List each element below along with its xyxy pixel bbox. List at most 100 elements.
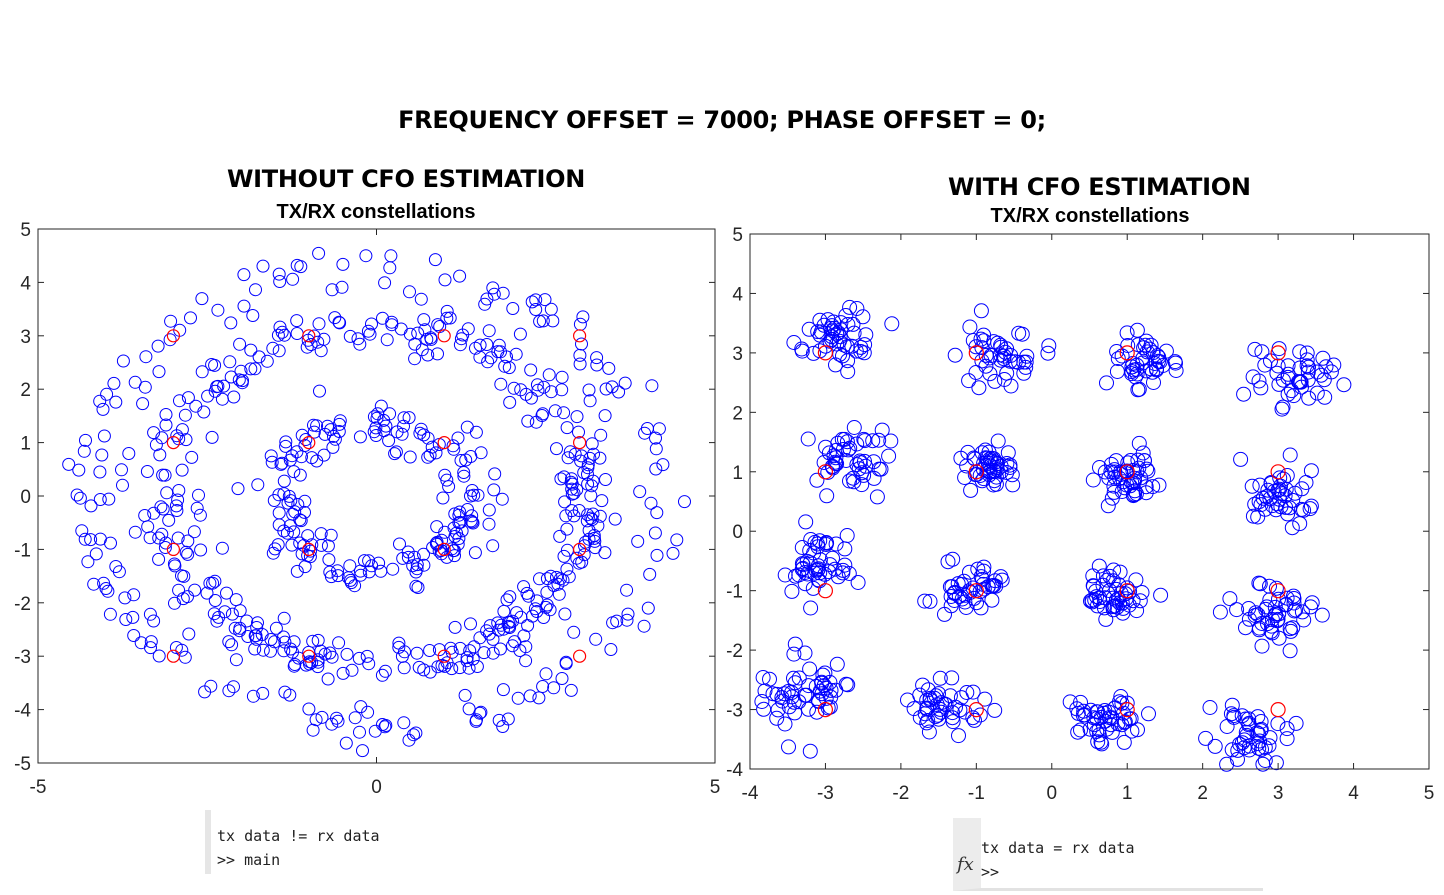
rx-point xyxy=(585,479,599,493)
rx-point xyxy=(492,338,506,352)
rx-point xyxy=(1250,709,1266,725)
console-prompt[interactable]: >> xyxy=(981,863,1000,881)
rx-point xyxy=(770,702,786,718)
rx-point xyxy=(755,670,771,685)
x-tick-label: -3 xyxy=(817,783,834,800)
rx-point xyxy=(919,715,935,731)
rx-point xyxy=(1264,612,1280,627)
tx-point xyxy=(572,542,587,557)
rx-point xyxy=(241,630,255,643)
rx-point xyxy=(406,559,420,573)
rx-point xyxy=(1279,721,1295,737)
rx-point xyxy=(418,323,432,337)
tx-point xyxy=(968,345,984,361)
rx-point xyxy=(127,588,141,602)
rx-point xyxy=(480,292,494,306)
rx-point xyxy=(317,448,331,462)
rx-point xyxy=(794,540,810,555)
rx-point xyxy=(678,495,691,509)
rx-point xyxy=(182,627,196,641)
rx-point xyxy=(1257,753,1273,768)
rx-point xyxy=(170,504,184,517)
rx-point xyxy=(397,419,410,433)
rx-point xyxy=(233,604,247,618)
rx-point xyxy=(237,299,251,313)
rx-point xyxy=(424,332,438,346)
rx-point xyxy=(1112,564,1128,580)
rx-point xyxy=(576,310,590,324)
rx-point xyxy=(72,463,86,477)
rx-point xyxy=(374,399,388,413)
rx-point xyxy=(169,499,183,513)
rx-point xyxy=(1251,494,1267,510)
rx-point xyxy=(260,354,274,368)
rx-point xyxy=(828,450,844,466)
rx-point xyxy=(155,431,169,445)
rx-point xyxy=(278,328,291,342)
rx-point xyxy=(802,543,818,558)
rx-point xyxy=(229,653,243,667)
rx-point xyxy=(1244,478,1260,494)
rx-point xyxy=(568,447,582,461)
rx-point xyxy=(469,341,482,355)
rx-point xyxy=(1167,354,1183,370)
rx-point xyxy=(1096,600,1112,616)
rx-point xyxy=(379,719,393,732)
rx-point xyxy=(883,433,899,449)
y-tick-label: 4 xyxy=(732,284,743,305)
rx-point xyxy=(791,694,807,710)
rx-point xyxy=(147,614,161,628)
rx-point xyxy=(574,454,588,468)
rx-point xyxy=(464,617,477,631)
rx-point xyxy=(1130,382,1146,398)
rx-point xyxy=(965,710,981,726)
rx-point xyxy=(452,516,466,530)
rx-point xyxy=(234,364,248,378)
rx-point xyxy=(817,665,833,681)
rx-point xyxy=(506,302,520,315)
rx-point xyxy=(931,686,946,702)
rx-point xyxy=(410,646,424,660)
rx-point xyxy=(168,596,181,610)
rx-point xyxy=(812,565,828,581)
rx-point xyxy=(552,587,566,601)
rx-point xyxy=(874,422,890,438)
fx-icon[interactable]: fx xyxy=(957,854,974,875)
rx-point xyxy=(1263,353,1278,369)
rx-point xyxy=(1257,357,1273,373)
rx-point xyxy=(984,592,1000,608)
rx-point xyxy=(1119,325,1135,341)
rx-point xyxy=(1230,742,1246,758)
rx-point xyxy=(302,702,316,716)
rx-point xyxy=(845,470,861,486)
rx-point xyxy=(453,505,467,519)
rx-point xyxy=(595,494,609,508)
tx-point xyxy=(817,464,834,480)
rx-point xyxy=(345,663,359,677)
rx-point xyxy=(801,678,817,694)
rx-point xyxy=(143,607,157,621)
rx-point xyxy=(567,625,581,639)
rx-point xyxy=(1245,508,1261,524)
rx-point xyxy=(1287,485,1303,501)
rx-point xyxy=(317,332,331,346)
rx-point xyxy=(228,621,242,635)
rx-point xyxy=(825,550,840,566)
rx-point xyxy=(151,339,165,353)
rx-point xyxy=(803,600,819,616)
rx-point xyxy=(411,326,425,340)
rx-point xyxy=(606,616,620,630)
rx-point xyxy=(589,632,603,646)
rx-point xyxy=(849,301,865,316)
rx-point xyxy=(1275,399,1291,415)
rx-point xyxy=(236,374,249,388)
rx-point xyxy=(486,539,500,553)
rx-point xyxy=(389,445,403,459)
rx-point xyxy=(1257,740,1273,756)
rx-point xyxy=(555,383,569,397)
rx-point xyxy=(776,686,792,702)
rx-point xyxy=(509,347,523,361)
rx-point xyxy=(631,534,645,548)
rx-point xyxy=(996,372,1012,387)
rx-point xyxy=(149,438,163,452)
